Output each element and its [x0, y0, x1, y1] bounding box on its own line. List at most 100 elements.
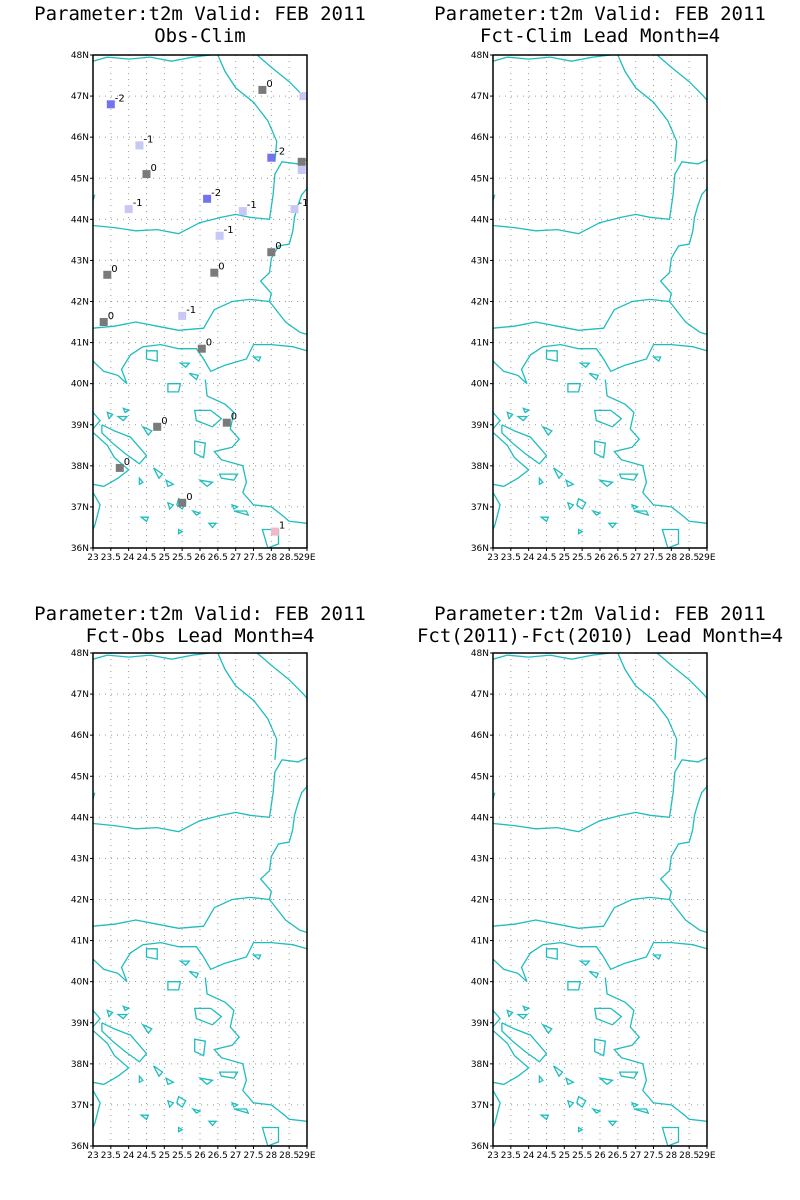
island-outline: [230, 1101, 240, 1108]
coastline: [514, 564, 607, 585]
lat-tick-label: 43N: [71, 854, 89, 864]
station-value-label: 0: [231, 412, 237, 423]
island-outline: [590, 1107, 602, 1114]
island-outline: [153, 1065, 164, 1078]
lon-tick-label: 24.5: [536, 1151, 556, 1161]
island-outline: [566, 1099, 575, 1109]
island-outline: [565, 478, 575, 488]
island-outline: [122, 407, 131, 414]
station-marker: [297, 166, 306, 174]
island-outline: [553, 467, 564, 480]
lat-tick-label: 44N: [471, 215, 489, 225]
lat-tick-label: 36N: [471, 544, 489, 554]
lat-tick-label: 47N: [71, 690, 89, 700]
island-outline: [541, 1023, 553, 1035]
lat-tick-label: 41N: [471, 937, 489, 947]
lat-tick-label: 43N: [71, 256, 89, 266]
lat-tick-label: 38N: [471, 1060, 489, 1070]
island-outline: [565, 1076, 575, 1086]
island-outline: [516, 1013, 529, 1020]
station-marker: [299, 92, 307, 101]
island-outline: [577, 1126, 584, 1133]
island-outline: [141, 1023, 153, 1035]
coastline: [93, 492, 101, 530]
island-outline: [539, 516, 550, 523]
island-outline: [233, 1108, 250, 1115]
lon-tick-label: 23: [487, 1151, 498, 1161]
coastline: [493, 653, 611, 660]
island-outline: [251, 356, 262, 363]
coastline: [501, 1022, 548, 1063]
station-value-label: 1: [279, 521, 285, 532]
lon-tick-label: 24: [123, 1151, 135, 1161]
lon-tick-label: 24.5: [136, 1151, 156, 1161]
island-outline: [593, 409, 623, 428]
coastline: [93, 1009, 130, 1086]
station-value-label: 0: [275, 241, 281, 252]
coastline: [217, 55, 278, 162]
station-marker: [106, 100, 115, 109]
station-value-label: -2: [211, 188, 221, 199]
coastline: [617, 653, 678, 760]
island-outline: [177, 528, 184, 535]
map-area: [493, 55, 707, 585]
lat-tick-label: 45N: [471, 174, 489, 184]
lon-tick-label: 26.5: [208, 553, 228, 563]
island-outline: [607, 1120, 618, 1127]
station-value-label: 0: [124, 457, 130, 468]
map-area: [93, 653, 307, 1146]
station-value-label: 0: [151, 163, 157, 174]
station-value-label: -1: [307, 85, 317, 96]
lon-tick-label: 28: [266, 553, 278, 563]
island-outline: [522, 407, 531, 414]
island-outline: [194, 440, 207, 459]
panel-subtitle: Fct-Clim Lead Month=4: [480, 25, 720, 47]
island-outline: [597, 1077, 615, 1086]
lon-tick-label: 24: [523, 1151, 535, 1161]
coastline: [514, 1162, 607, 1183]
station-marker: [103, 270, 112, 279]
panel-subtitle: Fct-Obs Lead Month=4: [86, 625, 315, 647]
island-outline: [607, 522, 618, 529]
coastline: [493, 896, 670, 929]
coastline: [93, 941, 307, 983]
lon-tick-label: 24: [523, 553, 535, 563]
island-outline: [618, 1071, 639, 1079]
lon-tick-label: 27: [230, 553, 241, 563]
lat-tick-label: 40N: [71, 978, 89, 988]
lat-tick-label: 45N: [71, 772, 89, 782]
lon-tick-label: 28: [666, 1151, 678, 1161]
island-outline: [197, 1077, 215, 1086]
island-outline: [593, 1007, 623, 1026]
coastline: [93, 298, 270, 331]
island-outline: [597, 479, 615, 488]
coastline: [93, 896, 270, 929]
island-outline: [178, 960, 191, 967]
lon-tick-label: 28: [266, 1151, 278, 1161]
lon-tick-label: 24.5: [536, 553, 556, 563]
island-outline: [578, 960, 591, 967]
station-marker: [135, 141, 144, 150]
lat-tick-label: 37N: [71, 503, 89, 513]
island-outline: [139, 1114, 150, 1121]
panel-subtitle: Obs-Clim: [154, 25, 246, 47]
lon-tick-label: 29E: [298, 1151, 315, 1161]
lon-tick-label: 27.5: [243, 553, 263, 563]
island-outline: [516, 415, 529, 422]
island-outline: [167, 981, 182, 991]
island-outline: [207, 1120, 218, 1127]
lat-tick-label: 47N: [71, 92, 89, 102]
island-outline: [197, 479, 215, 488]
coastline: [93, 653, 211, 660]
lat-tick-label: 46N: [471, 731, 489, 741]
coastline: [93, 1090, 101, 1128]
coastline: [217, 653, 278, 760]
lon-tick-label: 26: [594, 553, 606, 563]
coastline: [493, 941, 707, 983]
lat-tick-label: 36N: [71, 1142, 89, 1152]
station-value-label: -1: [133, 198, 143, 209]
station-marker: [215, 231, 224, 240]
coastline: [101, 424, 148, 465]
station-value-label: -1: [299, 198, 309, 209]
island-outline: [106, 1009, 114, 1018]
